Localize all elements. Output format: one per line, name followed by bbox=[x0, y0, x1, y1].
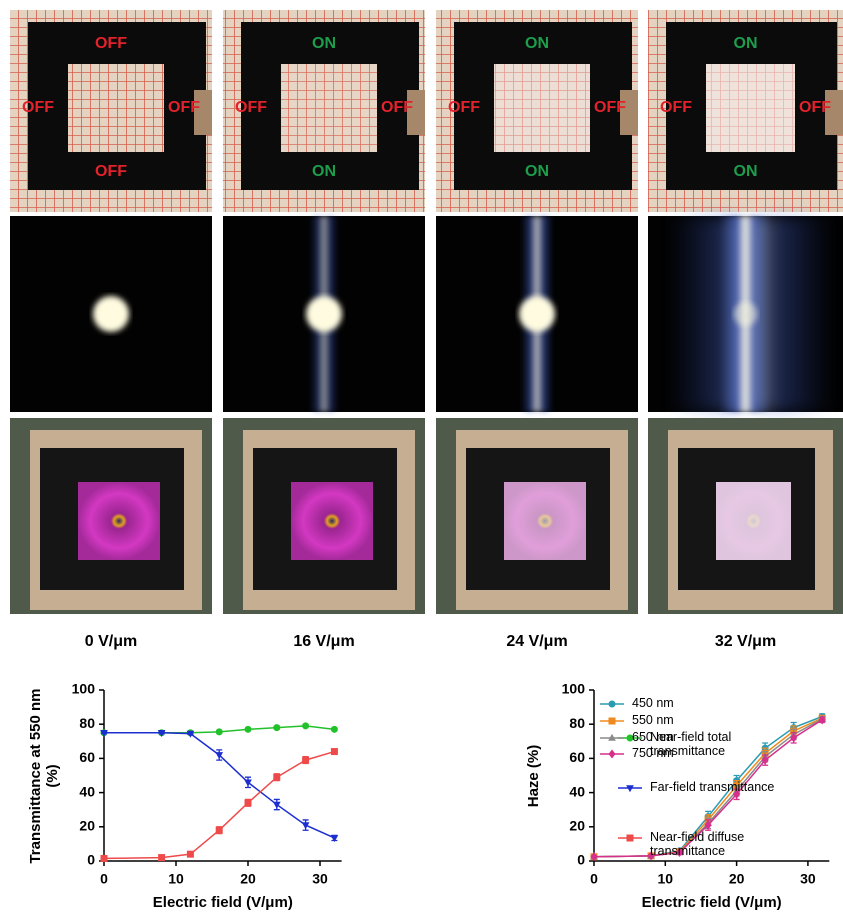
legend-marker bbox=[609, 701, 616, 708]
x-tick-label: 10 bbox=[168, 871, 184, 887]
flower-photo bbox=[648, 418, 843, 614]
electrode-state: OFF bbox=[22, 99, 54, 116]
y-tick-label: 100 bbox=[562, 681, 586, 697]
data-point bbox=[331, 748, 338, 755]
x-tick-label: 20 bbox=[729, 871, 745, 887]
light-spot bbox=[93, 296, 129, 332]
electrode-photo: ON ON OFF OFF bbox=[648, 10, 843, 212]
y-tick-label: 0 bbox=[87, 852, 95, 868]
data-point bbox=[331, 726, 338, 733]
x-tick-label: 0 bbox=[100, 871, 108, 887]
scattering-photo bbox=[648, 216, 843, 412]
haze-overlay bbox=[504, 482, 586, 560]
y-tick-label: 20 bbox=[79, 818, 95, 834]
electrode-state: OFF bbox=[381, 99, 413, 116]
x-tick-label: 10 bbox=[658, 871, 674, 887]
y-tick-label: 80 bbox=[569, 715, 585, 731]
electrode-photo: OFF OFF OFF OFF bbox=[10, 10, 212, 212]
data-point bbox=[245, 726, 252, 733]
field-label: 32 V/μm bbox=[715, 633, 776, 650]
haze-overlay bbox=[494, 64, 590, 152]
light-spot bbox=[306, 296, 342, 332]
electrode-state: OFF bbox=[799, 99, 831, 116]
electrode-state: OFF bbox=[660, 99, 692, 116]
electrode-state: ON bbox=[525, 35, 549, 52]
haze-overlay bbox=[716, 482, 791, 560]
field-label: 24 V/μm bbox=[506, 633, 567, 650]
electrode-photo: ON ON OFF OFF bbox=[436, 10, 638, 212]
flower-photo bbox=[10, 418, 212, 614]
legend-label: 750 nm bbox=[632, 746, 722, 760]
field-label: 0 V/μm bbox=[85, 633, 137, 650]
legend-label: 550 nm bbox=[632, 713, 722, 727]
y-tick-label: 40 bbox=[569, 783, 585, 799]
electrode-state: OFF bbox=[95, 35, 127, 52]
x-tick-label: 30 bbox=[800, 871, 816, 887]
scattering-photo bbox=[436, 216, 638, 412]
y-tick-label: 100 bbox=[72, 681, 96, 697]
legend-label: Near-field diffuse transmittance bbox=[650, 830, 790, 859]
electrode-photo: ON ON OFF OFF bbox=[223, 10, 425, 212]
x-tick-label: 20 bbox=[240, 871, 256, 887]
electrode-state: OFF bbox=[594, 99, 626, 116]
figure: OFFOFFOFFOFF0 V/μmONONOFFOFF16 V/μmONONO… bbox=[0, 0, 843, 918]
legend-label: Far-field transmittance bbox=[650, 780, 790, 794]
flower-photo bbox=[436, 418, 638, 614]
data-point bbox=[101, 855, 108, 862]
series-line bbox=[104, 733, 334, 838]
electrode-state: ON bbox=[734, 35, 758, 52]
light-spot bbox=[734, 302, 758, 326]
electrode-state: OFF bbox=[168, 99, 200, 116]
data-point bbox=[302, 757, 309, 764]
x-axis-label: Electric field (V/μm) bbox=[642, 894, 782, 911]
series-line bbox=[104, 752, 334, 859]
haze-overlay bbox=[706, 64, 795, 152]
y-tick-label: 60 bbox=[79, 749, 95, 765]
legend-marker bbox=[609, 749, 616, 758]
data-point bbox=[790, 733, 797, 742]
data-point bbox=[216, 728, 223, 735]
electrode-state: OFF bbox=[235, 99, 267, 116]
legend-label: 450 nm bbox=[632, 696, 722, 710]
legend-marker bbox=[627, 835, 634, 842]
electrode-state: ON bbox=[734, 163, 758, 180]
legend-label: 650 nm bbox=[632, 730, 722, 744]
x-axis-label: Electric field (V/μm) bbox=[153, 894, 293, 911]
data-point bbox=[187, 851, 194, 858]
data-point bbox=[245, 799, 252, 806]
y-tick-label: 80 bbox=[79, 715, 95, 731]
electrode-state: ON bbox=[525, 163, 549, 180]
scattering-photo bbox=[223, 216, 425, 412]
x-tick-label: 0 bbox=[590, 871, 598, 887]
data-point bbox=[302, 722, 309, 729]
electrode-state: ON bbox=[312, 163, 336, 180]
y-tick-label: 60 bbox=[569, 749, 585, 765]
chart: 0 20 40 60 80 100 0 10 20 30 Electric field (V/μm) bbox=[72, 681, 642, 911]
electrode-state: OFF bbox=[448, 99, 480, 116]
electrode-state: OFF bbox=[95, 163, 127, 180]
x-tick-label: 30 bbox=[312, 871, 328, 887]
haze-overlay bbox=[281, 64, 377, 152]
data-point bbox=[216, 827, 223, 834]
electrode-state: ON bbox=[312, 35, 336, 52]
data-point bbox=[158, 854, 165, 861]
y-axis-label: Haze (%) bbox=[514, 686, 554, 866]
y-tick-label: 40 bbox=[79, 783, 95, 799]
flower-photo bbox=[223, 418, 425, 614]
scattering-photo bbox=[10, 216, 212, 412]
light-spot bbox=[519, 296, 555, 332]
field-label: 16 V/μm bbox=[293, 633, 354, 650]
data-point bbox=[273, 774, 280, 781]
y-tick-label: 0 bbox=[577, 852, 585, 868]
data-point bbox=[244, 780, 252, 787]
legend-marker bbox=[609, 718, 616, 725]
data-point bbox=[273, 724, 280, 731]
data-point bbox=[273, 802, 281, 809]
y-axis-label: Transmittance at 550 nm (%) bbox=[24, 686, 64, 866]
y-tick-label: 20 bbox=[569, 818, 585, 834]
